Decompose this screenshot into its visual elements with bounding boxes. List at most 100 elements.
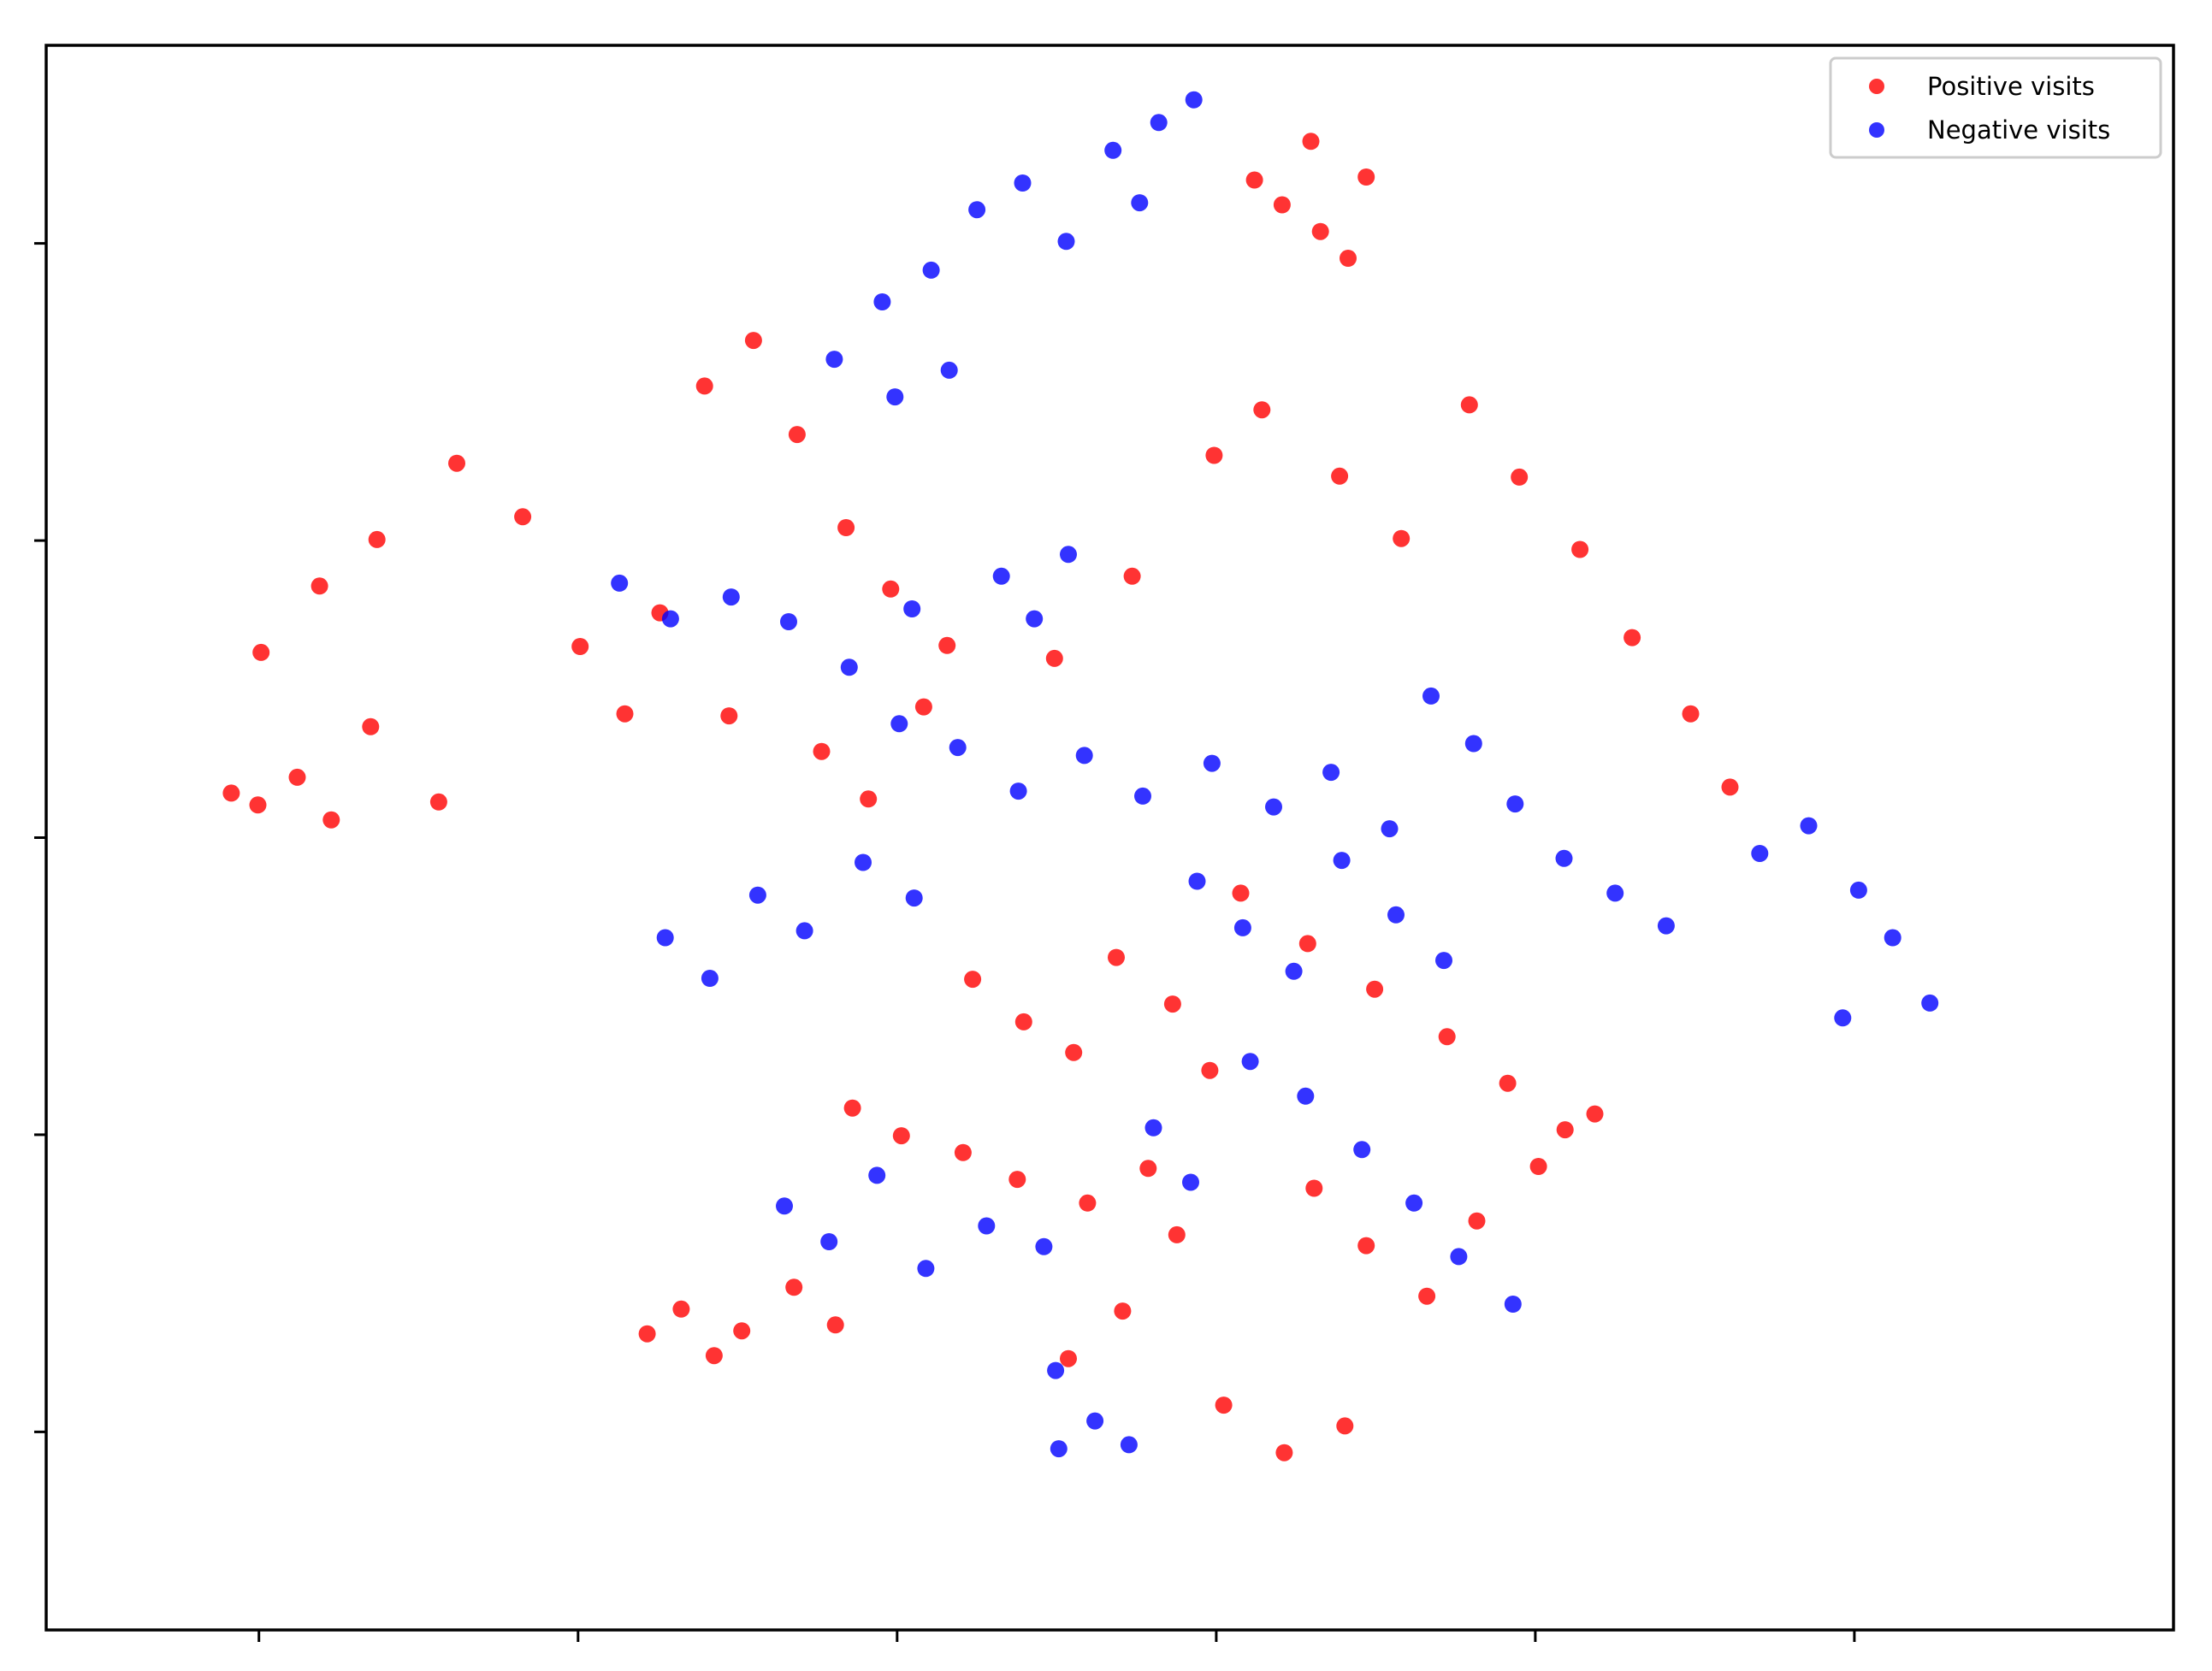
positive-point-73 (1014, 1013, 1032, 1030)
negative-point-68 (1285, 962, 1303, 980)
negative-point-37 (1800, 817, 1818, 835)
positive-point-30 (1460, 396, 1478, 414)
negative-point-11 (940, 361, 958, 379)
negative-point-32 (1506, 795, 1524, 813)
positive-point-2 (288, 768, 306, 786)
negative-point-26 (1203, 754, 1221, 772)
negative-point-63 (1405, 1194, 1423, 1212)
negative-point-43 (701, 970, 719, 987)
positive-point-4 (362, 717, 380, 735)
negative-point-36 (1751, 845, 1769, 862)
negative-point-5 (1104, 141, 1122, 159)
negative-point-2 (968, 201, 986, 219)
positive-point-20 (720, 707, 738, 725)
positive-point-6 (252, 643, 270, 661)
positive-point-63 (733, 1322, 751, 1340)
positive-point-32 (1571, 540, 1589, 558)
negative-point-46 (855, 853, 872, 871)
negative-point-67 (1233, 918, 1251, 936)
positive-point-27 (1253, 401, 1271, 419)
positive-point-34 (1682, 705, 1700, 723)
negative-point-70 (1387, 906, 1405, 924)
positive-point-14 (695, 377, 713, 395)
positive-point-60 (638, 1325, 656, 1343)
positive-point-0 (222, 784, 240, 802)
negative-point-54 (1047, 1361, 1065, 1379)
negative-point-12 (611, 574, 629, 592)
positive-point-35 (1721, 778, 1739, 796)
positive-point-8 (368, 530, 386, 548)
positive-point-51 (1468, 1212, 1486, 1230)
negative-point-69 (1333, 852, 1351, 870)
negative-point-8 (1131, 194, 1149, 212)
negative-point-20 (1060, 546, 1077, 564)
positive-point-69 (1008, 1171, 1026, 1189)
negative-point-60 (1241, 1053, 1259, 1071)
positive-point-68 (954, 1143, 972, 1161)
negative-point-66 (1188, 872, 1206, 890)
positive-point-39 (1340, 250, 1357, 267)
negative-point-41 (1834, 1009, 1852, 1027)
negative-point-48 (776, 1197, 793, 1215)
positive-point-72 (964, 971, 982, 989)
positive-point-33 (1624, 629, 1641, 647)
negative-point-27 (1265, 798, 1282, 816)
negative-point-53 (1035, 1237, 1053, 1255)
negative-point-44 (748, 886, 766, 904)
positive-point-64 (785, 1278, 803, 1296)
positive-point-65 (826, 1316, 844, 1334)
negative-point-9 (825, 351, 843, 369)
negative-point-45 (795, 922, 813, 940)
positive-point-28 (1331, 467, 1349, 485)
negative-point-31 (1464, 735, 1482, 753)
negative-point-65 (1504, 1296, 1522, 1313)
positive-point-77 (1201, 1061, 1219, 1079)
negative-point-58 (1144, 1119, 1162, 1137)
positive-point-70 (1079, 1194, 1097, 1212)
negative-point-23 (1009, 782, 1027, 800)
negative-point-35 (1657, 917, 1675, 935)
negative-point-24 (1075, 747, 1093, 765)
positive-point-38 (1311, 222, 1329, 240)
negative-point-52 (978, 1217, 996, 1235)
positive-point-12 (616, 705, 634, 723)
positive-point-11 (571, 638, 589, 655)
negative-point-61 (1297, 1087, 1315, 1105)
positive-point-36 (1245, 171, 1263, 189)
negative-point-29 (1381, 820, 1399, 838)
x-axis-ticks (257, 1630, 1856, 1642)
positive-point-57 (1215, 1396, 1233, 1414)
positive-point-16 (788, 426, 806, 444)
negative-point-47 (905, 889, 923, 907)
legend-label-negative: Negative visits (1927, 115, 2110, 145)
negative-point-28 (1322, 764, 1340, 782)
positive-point-47 (1556, 1121, 1574, 1139)
negative-point-38 (1849, 881, 1867, 899)
legend-marker-positive (1869, 79, 1884, 94)
legend-marker-negative (1869, 122, 1884, 138)
negative-point-64 (1450, 1248, 1468, 1266)
positive-point-25 (1123, 567, 1141, 585)
negative-point-13 (661, 610, 679, 628)
positive-point-22 (860, 790, 878, 808)
negative-point-34 (1606, 884, 1624, 902)
negative-point-4 (1057, 233, 1075, 251)
positive-point-43 (1298, 935, 1316, 953)
negative-point-22 (949, 739, 967, 757)
negative-point-59 (1182, 1173, 1199, 1191)
positive-point-45 (1438, 1028, 1456, 1046)
positive-point-67 (892, 1127, 910, 1145)
positive-point-48 (1305, 1179, 1323, 1197)
negative-point-19 (1026, 610, 1044, 628)
positive-point-31 (1511, 468, 1529, 486)
legend-box (1829, 56, 2162, 159)
positive-point-62 (705, 1347, 723, 1365)
positive-point-49 (1357, 1237, 1375, 1255)
positive-point-24 (1045, 649, 1063, 667)
negative-point-55 (1086, 1412, 1104, 1430)
positive-point-7 (311, 577, 328, 595)
positive-point-56 (1060, 1349, 1077, 1367)
negative-point-16 (840, 658, 858, 676)
